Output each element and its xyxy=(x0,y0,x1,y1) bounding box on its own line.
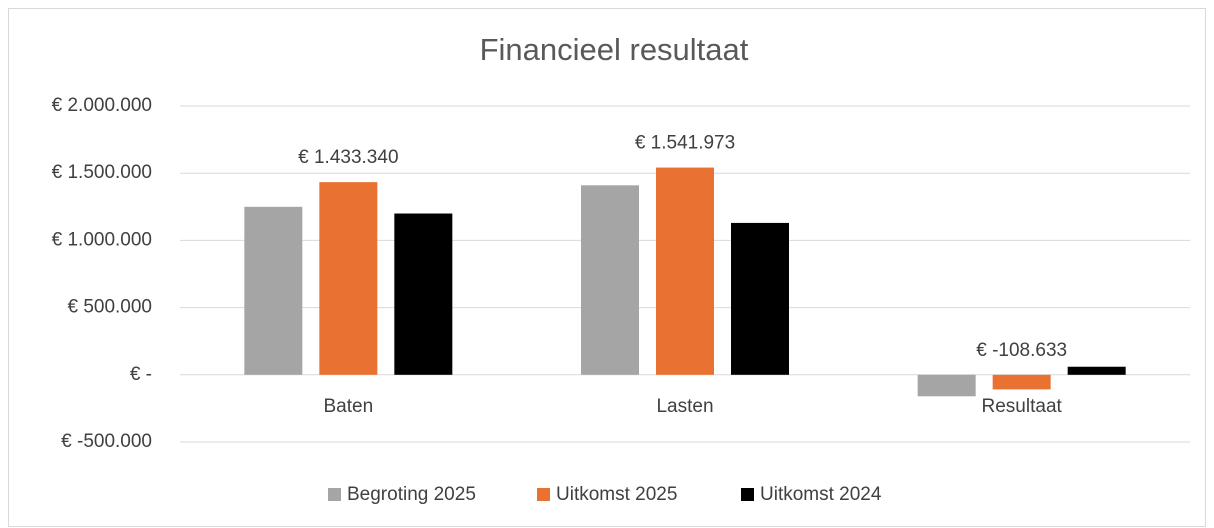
legend-swatch xyxy=(741,488,754,501)
chart-title: Financieel resultaat xyxy=(480,32,749,67)
legend-label: Begroting 2025 xyxy=(347,484,476,505)
y-tick-label: € 1.000.000 xyxy=(52,229,152,250)
legend-label: Uitkomst 2024 xyxy=(760,484,882,505)
data-label: € 1.433.340 xyxy=(298,147,398,168)
bar xyxy=(917,374,976,397)
y-tick-label: € - xyxy=(130,364,152,385)
x-tick-label: Baten xyxy=(324,396,374,417)
bar xyxy=(319,182,378,375)
y-tick-label: € -500.000 xyxy=(61,431,152,452)
data-label: € -108.633 xyxy=(976,340,1067,361)
bar xyxy=(1067,366,1126,375)
y-tick-label: € 2.000.000 xyxy=(52,95,152,116)
data-label: € 1.541.973 xyxy=(635,133,735,154)
bar xyxy=(992,374,1051,390)
legend-swatch xyxy=(537,488,550,501)
legend-label: Uitkomst 2025 xyxy=(556,484,677,505)
bar xyxy=(244,206,303,375)
bar xyxy=(731,222,789,375)
y-tick-label: € 500.000 xyxy=(67,297,152,318)
y-tick-label: € 1.500.000 xyxy=(52,162,152,183)
bar xyxy=(581,185,639,375)
x-tick-label: Lasten xyxy=(656,396,713,417)
legend-swatch xyxy=(328,488,341,501)
x-tick-label: Resultaat xyxy=(982,396,1063,417)
bar xyxy=(394,213,453,375)
bar xyxy=(656,167,714,375)
